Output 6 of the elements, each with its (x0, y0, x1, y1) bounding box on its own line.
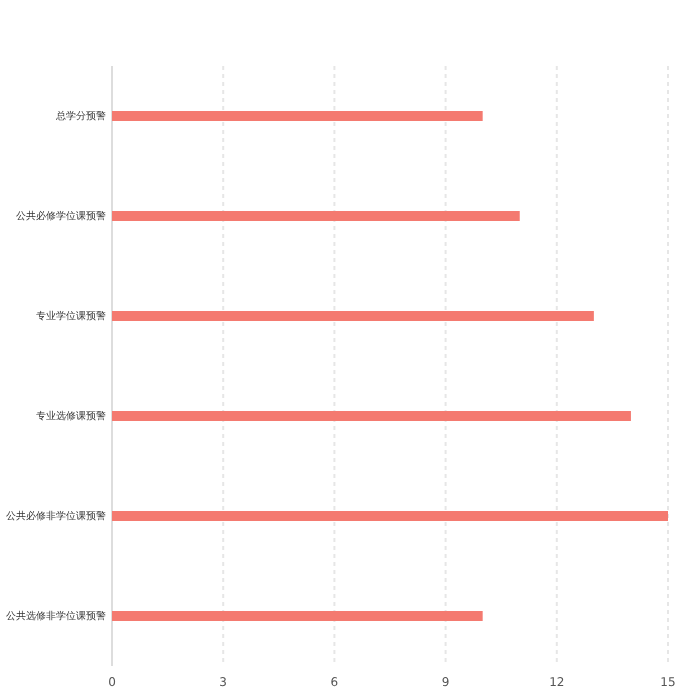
bar (112, 311, 594, 321)
bar (112, 611, 483, 621)
bar (112, 111, 483, 121)
bar (112, 411, 631, 421)
bar (112, 511, 668, 521)
bar (112, 211, 520, 221)
